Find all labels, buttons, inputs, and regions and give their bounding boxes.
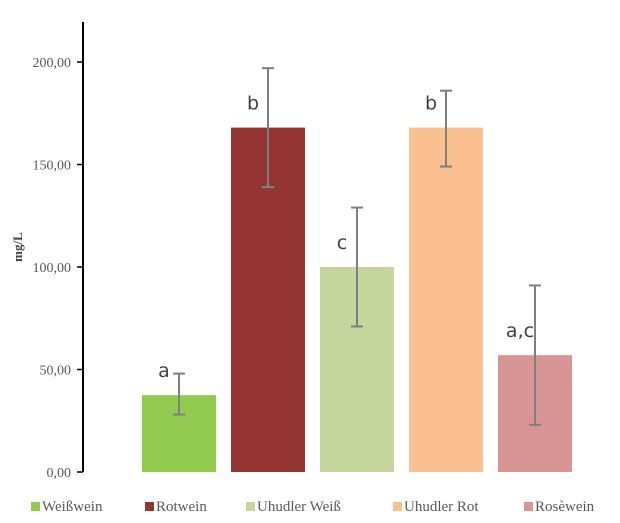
legend-label: Rosèwein (535, 499, 595, 515)
y-tick-label: 150,00 (33, 159, 72, 174)
y-ticks: 0,00 50,00 100,00 150,00 200,00 (33, 56, 83, 481)
legend-swatch (31, 502, 40, 511)
significance-labels: a b c b a,c (158, 93, 534, 383)
legend-swatch (524, 502, 533, 511)
legend: Weißwein Rotwein Uhudler Weiß Uhudler Rot Ro… (31, 499, 595, 515)
bar (409, 127, 483, 472)
legend-item: Uhudler Rot (393, 499, 479, 515)
y-axis-label: mg/L (10, 232, 25, 262)
significance-label: b (425, 93, 437, 115)
significance-label: c (337, 232, 347, 254)
legend-swatch (393, 502, 402, 511)
legend-swatch (246, 502, 255, 511)
legend-label: Uhudler Weiß (257, 499, 341, 515)
significance-label: b (247, 93, 259, 115)
significance-label: a,c (506, 320, 534, 342)
legend-item: Uhudler Weiß (246, 499, 341, 515)
y-tick-label: 100,00 (33, 261, 72, 276)
y-tick-label: 50,00 (40, 364, 72, 379)
error-bars (173, 67, 541, 426)
legend-label: Weißwein (42, 499, 103, 515)
legend-label: Uhudler Rot (404, 499, 479, 515)
legend-label: Rotwein (156, 499, 207, 515)
legend-item: Rotwein (145, 499, 207, 515)
significance-label: a (158, 360, 170, 382)
legend-item: Weißwein (31, 499, 103, 515)
y-tick-label: 200,00 (33, 56, 72, 71)
y-tick-label: 0,00 (47, 466, 72, 481)
legend-swatch (145, 502, 154, 511)
legend-item: Rosèwein (524, 499, 595, 515)
